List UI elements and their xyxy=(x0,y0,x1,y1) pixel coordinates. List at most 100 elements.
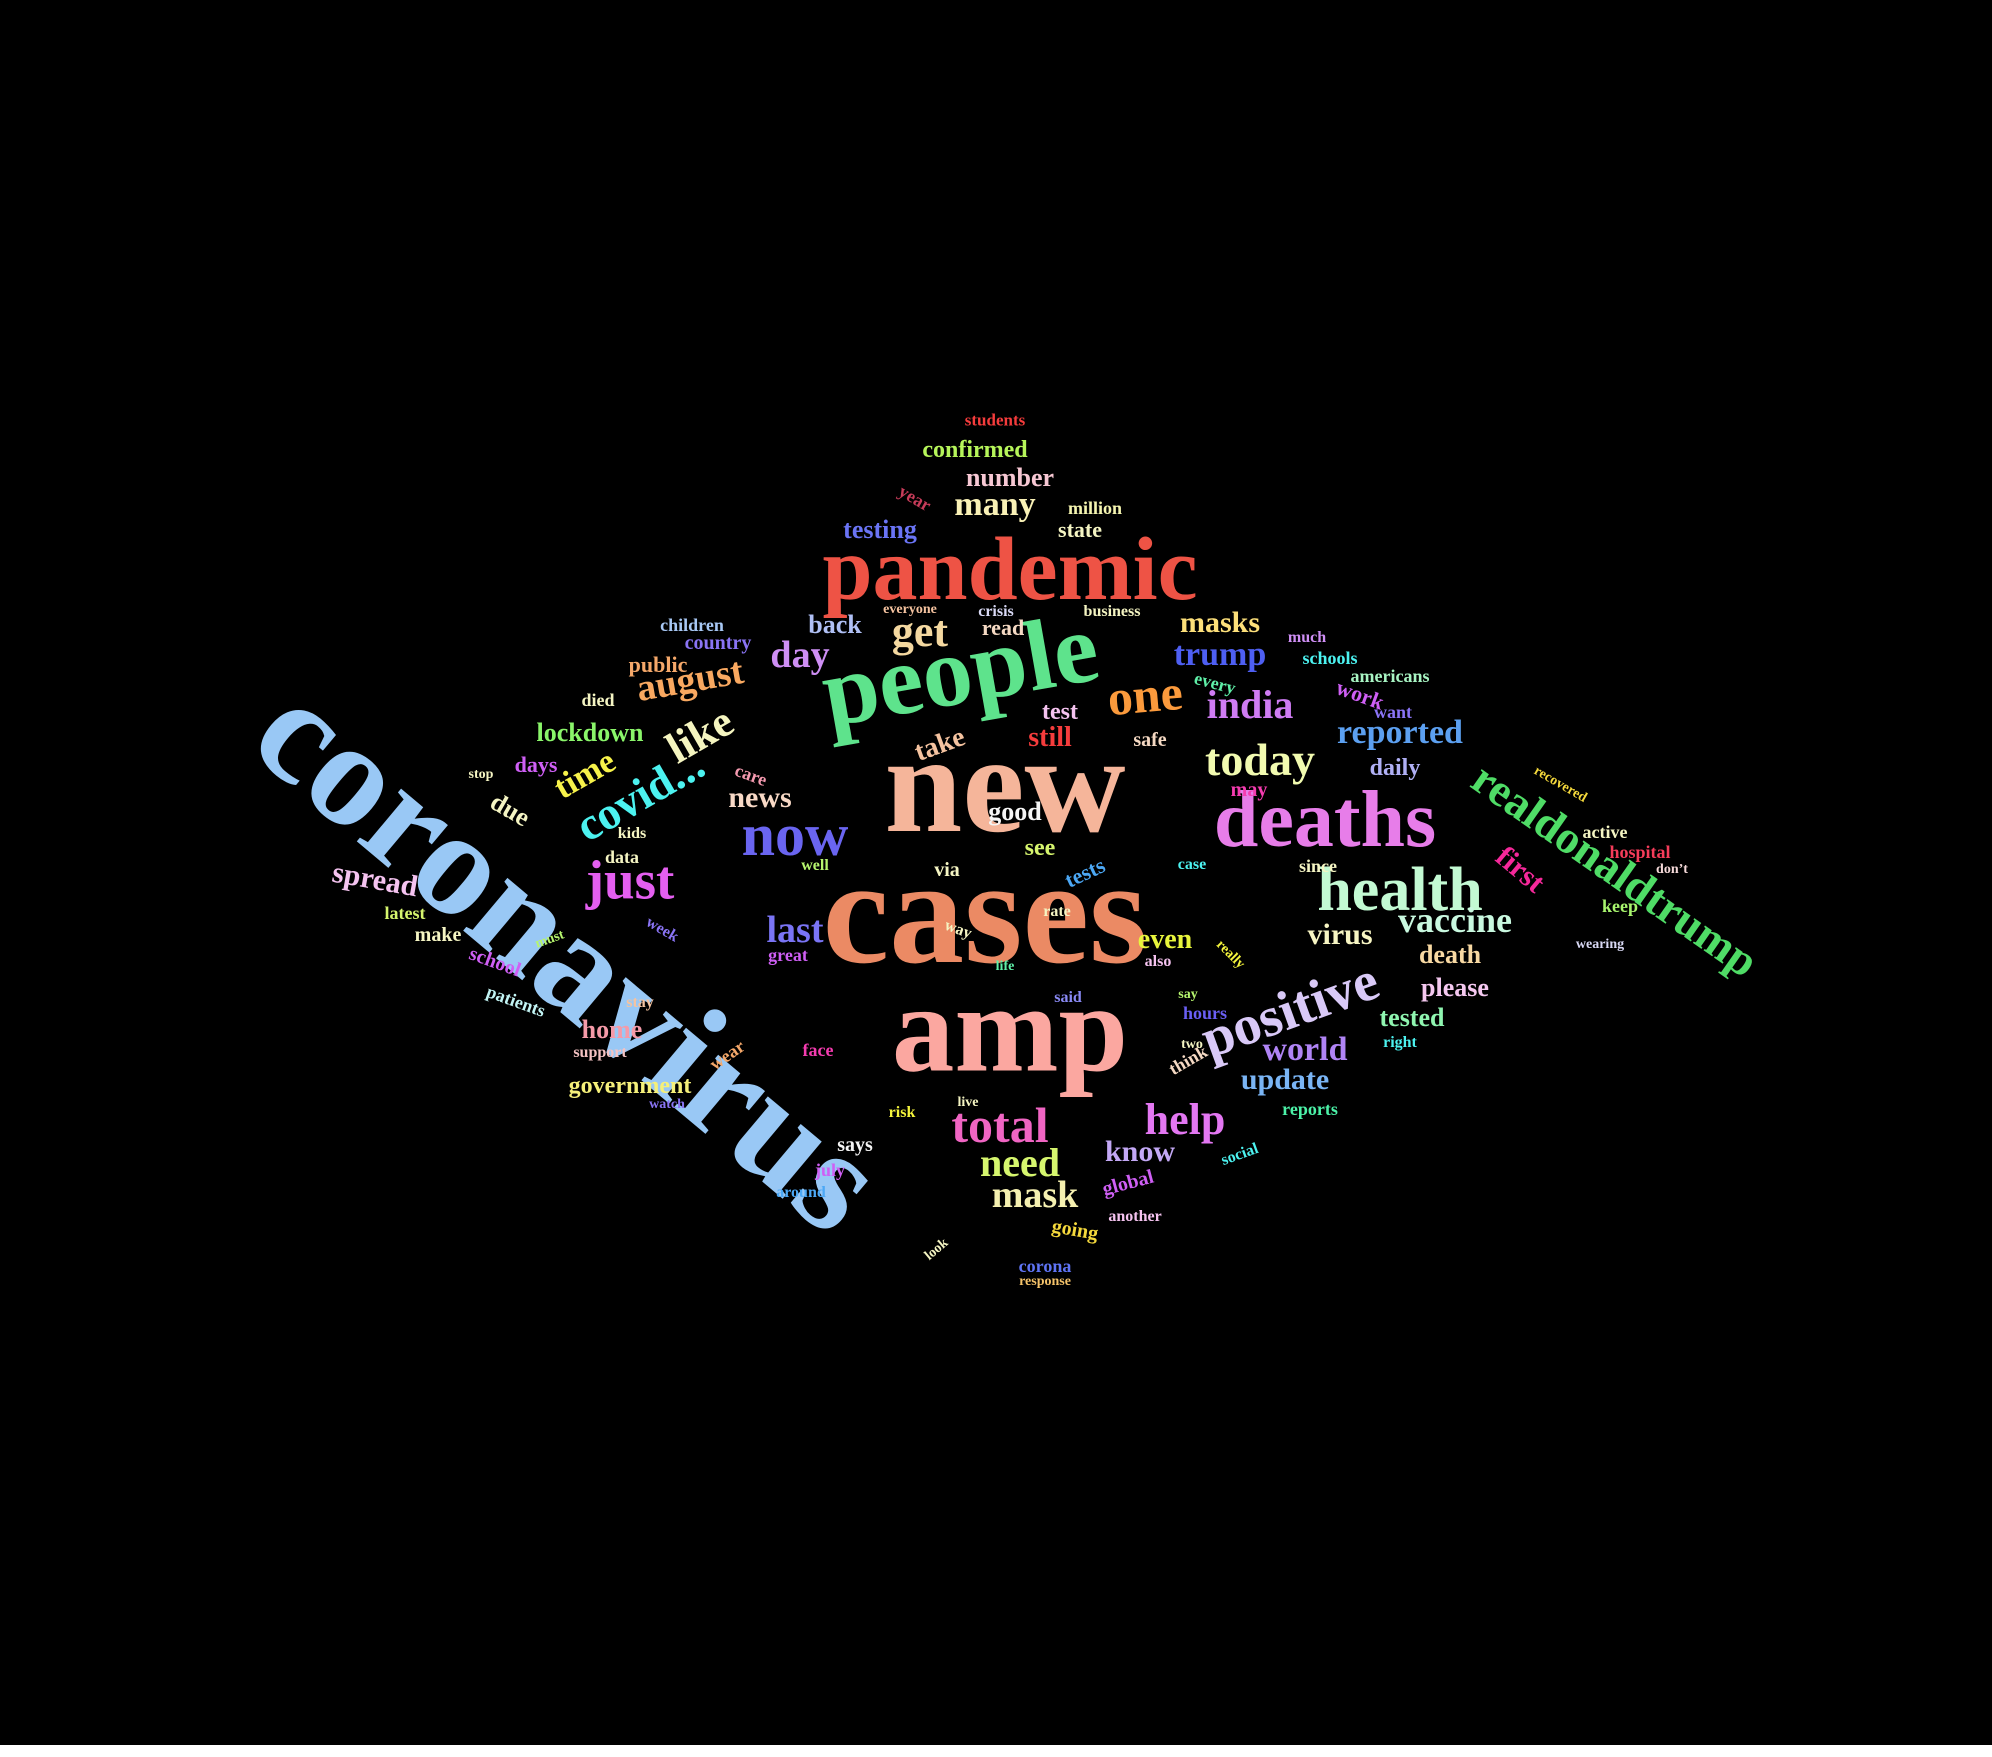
word-year: year xyxy=(895,480,935,516)
word-see: see xyxy=(1024,835,1056,861)
word-everyone: everyone xyxy=(883,602,937,617)
word-children: children xyxy=(660,615,724,635)
word-going: going xyxy=(1050,1215,1100,1245)
word-corona: corona xyxy=(1018,1256,1072,1276)
word-trump: trump xyxy=(1173,636,1267,673)
word-help: help xyxy=(1144,1095,1226,1144)
word-new: new xyxy=(884,707,1126,862)
word-government: government xyxy=(568,1073,692,1099)
word-read: read xyxy=(981,615,1025,640)
word-really: really xyxy=(1213,937,1248,972)
word-great: great xyxy=(768,945,808,965)
word-want: want xyxy=(1373,702,1413,722)
word-public: public xyxy=(628,652,688,677)
word-schools: schools xyxy=(1302,648,1358,668)
word-back: back xyxy=(808,610,862,639)
word-don-t: don’t xyxy=(1656,862,1688,877)
word-many: many xyxy=(954,486,1036,523)
word-latest: latest xyxy=(384,903,426,923)
word-testing: testing xyxy=(843,515,917,544)
word-much: much xyxy=(1287,629,1327,646)
word-just: just xyxy=(585,849,675,911)
word-think: think xyxy=(1165,1041,1211,1079)
word-americans: americans xyxy=(1350,666,1430,686)
word-home: home xyxy=(581,1015,643,1044)
word-lockdown: lockdown xyxy=(536,718,644,747)
word-active: active xyxy=(1582,822,1628,842)
word-say: say xyxy=(1178,987,1198,1002)
word-business: business xyxy=(1083,603,1141,620)
word-death: death xyxy=(1418,940,1482,969)
word-may: may xyxy=(1230,779,1268,801)
word-confirmed: confirmed xyxy=(922,437,1028,463)
word-tested: tested xyxy=(1379,1003,1445,1032)
word-cases: cases xyxy=(822,829,1148,995)
word-day: day xyxy=(770,634,830,676)
word-around: around xyxy=(776,1184,826,1201)
word-please: please xyxy=(1421,973,1489,1002)
word-vaccine: vaccine xyxy=(1398,900,1512,940)
word-news: news xyxy=(728,781,792,814)
word-country: country xyxy=(684,632,752,654)
word-update: update xyxy=(1240,1063,1330,1096)
word-watch: watch xyxy=(649,1097,685,1112)
word-know: know xyxy=(1104,1135,1176,1168)
word-even: even xyxy=(1137,924,1193,955)
bottom-border-strip xyxy=(0,1745,1992,1757)
word-well: well xyxy=(801,857,829,874)
word-life: life xyxy=(995,959,1015,974)
word-make: make xyxy=(414,924,462,946)
word-first: first xyxy=(1489,839,1552,900)
word-students: students xyxy=(964,410,1026,430)
word-case: case xyxy=(1177,856,1207,873)
word-since: since xyxy=(1299,856,1337,876)
word-india: india xyxy=(1206,682,1294,727)
word-data: data xyxy=(604,847,640,867)
word-via: via xyxy=(934,859,960,881)
word-risk: risk xyxy=(888,1104,916,1121)
word-amp: amp xyxy=(891,960,1129,1099)
word-face: face xyxy=(802,1040,834,1060)
word-also: also xyxy=(1144,953,1172,970)
word-today: today xyxy=(1205,734,1315,785)
word-mask: mask xyxy=(991,1174,1079,1216)
word-says: says xyxy=(837,1134,873,1156)
word-number: number xyxy=(965,463,1055,492)
word-kids: kids xyxy=(617,825,647,842)
word-right: right xyxy=(1383,1034,1417,1051)
word-social: social xyxy=(1218,1140,1261,1170)
word-daily: daily xyxy=(1369,755,1421,781)
word-virus: virus xyxy=(1307,918,1373,951)
word-world: world xyxy=(1262,1031,1348,1068)
word-test: test xyxy=(1042,699,1078,725)
word-health: health xyxy=(1317,856,1483,924)
word-masks: masks xyxy=(1179,606,1261,639)
word-rate: rate xyxy=(1043,903,1071,920)
word-reports: reports xyxy=(1282,1099,1338,1119)
word-live: live xyxy=(957,1095,979,1110)
word-total: total xyxy=(951,1097,1049,1153)
word-good: good xyxy=(988,797,1042,826)
word-pandemic: pandemic xyxy=(822,520,1198,619)
word-keep: keep xyxy=(1602,896,1638,916)
word-million: million xyxy=(1067,498,1123,518)
word-reported: reported xyxy=(1337,714,1463,751)
word-stay: stay xyxy=(626,994,654,1011)
word-support: support xyxy=(573,1044,627,1061)
word-safe: safe xyxy=(1133,729,1167,751)
word-get: get xyxy=(891,607,949,656)
word-still: still xyxy=(1028,722,1072,753)
word-response: response xyxy=(1019,1274,1071,1289)
word-hospital: hospital xyxy=(1609,842,1671,862)
word-days: days xyxy=(514,752,558,777)
word-july: july xyxy=(814,1160,846,1180)
word-look: look xyxy=(922,1235,952,1264)
word-need: need xyxy=(980,1140,1060,1185)
word-stop: stop xyxy=(468,767,494,782)
word-wearing: wearing xyxy=(1575,937,1625,952)
word-state: state xyxy=(1058,517,1102,542)
word-died: died xyxy=(581,690,615,710)
word-another: another xyxy=(1108,1208,1162,1225)
word-said: said xyxy=(1054,989,1082,1006)
